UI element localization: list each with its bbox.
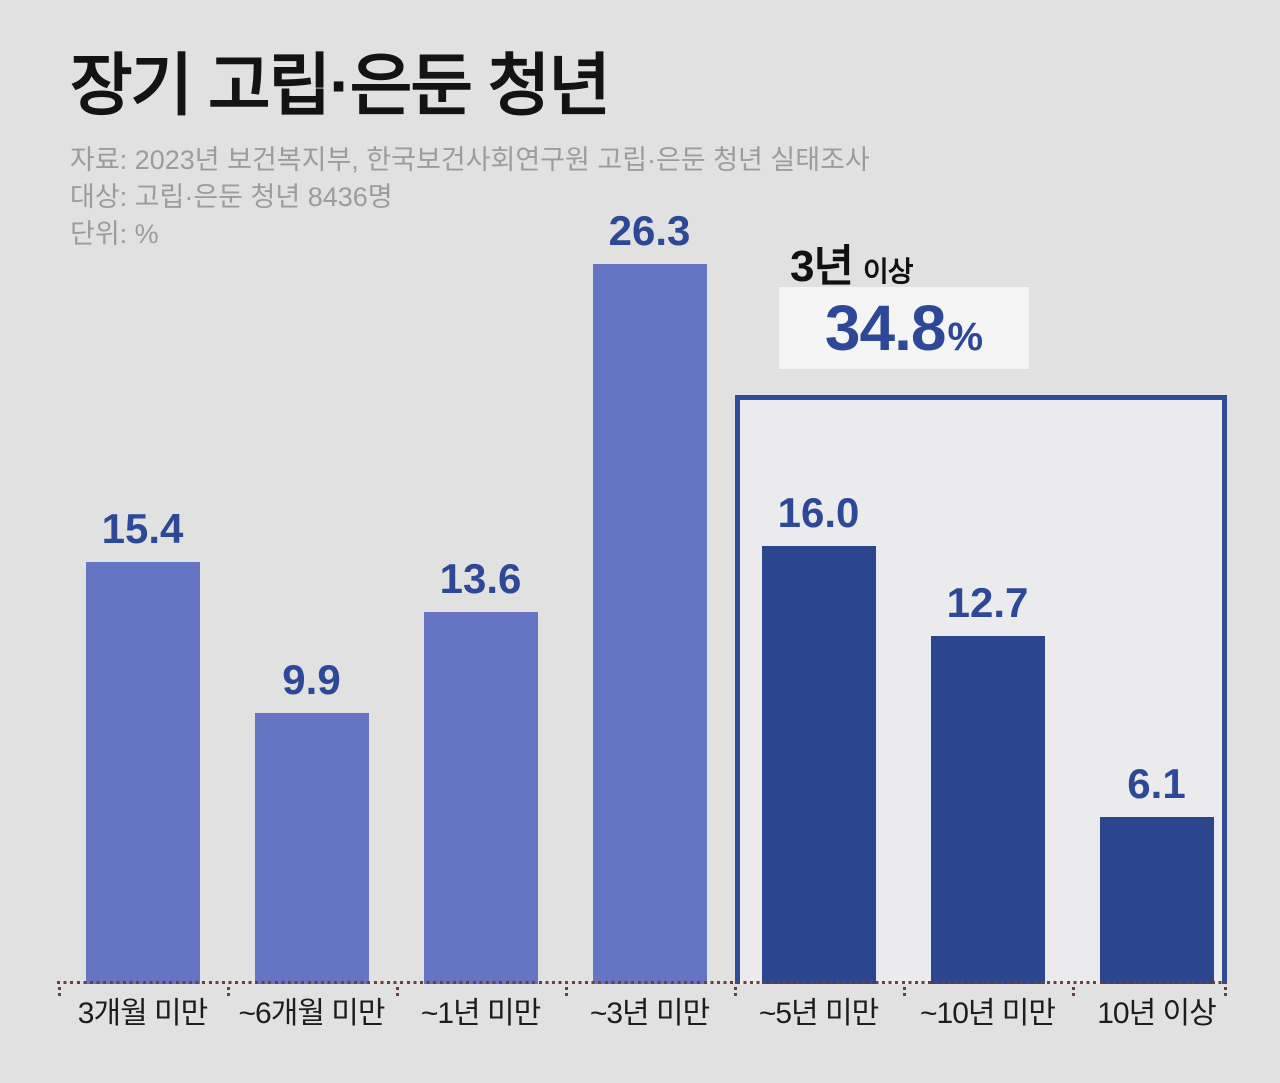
x-axis-label-6: ~10년 미만 bbox=[919, 997, 1056, 1030]
bar-value-label-3: 13.6 bbox=[439, 555, 522, 602]
bar-7 bbox=[1099, 817, 1214, 984]
bar-value-label-6: 12.7 bbox=[946, 579, 1029, 626]
bar-value-label-4: 26.3 bbox=[608, 207, 691, 254]
x-axis-tick-5 bbox=[734, 987, 737, 996]
page-title: 장기 고립·은둔 청년 bbox=[70, 48, 611, 124]
chart-notes: 자료: 2023년 보건복지부, 한국보건사회연구원 고립·은둔 청년 실태조사… bbox=[70, 142, 870, 253]
bar-value-label-2: 9.9 bbox=[282, 656, 341, 703]
callout-label-sub: 이상 bbox=[862, 256, 914, 287]
percent-sign: % bbox=[947, 315, 984, 359]
bar-3 bbox=[423, 612, 538, 984]
bar-value-label-5: 16.0 bbox=[777, 489, 860, 536]
source-note: 자료: 2023년 보건복지부, 한국보건사회연구원 고립·은둔 청년 실태조사 bbox=[70, 145, 870, 175]
target-note: 대상: 고립·은둔 청년 8436명 bbox=[70, 182, 393, 212]
x-axis-tick-3 bbox=[396, 987, 399, 996]
x-axis-tick-8 bbox=[1224, 987, 1227, 996]
bar-4 bbox=[592, 264, 707, 984]
x-axis-label-2: ~6개월 미만 bbox=[238, 997, 386, 1030]
x-axis-tick-6 bbox=[903, 987, 906, 996]
bar-2 bbox=[254, 713, 369, 984]
bar-5 bbox=[761, 546, 876, 984]
unit-note: 단위: % bbox=[70, 219, 159, 249]
x-axis-tick-4 bbox=[565, 987, 568, 996]
bar-value-label-1: 15.4 bbox=[101, 505, 184, 552]
bar-value-label-7: 6.1 bbox=[1127, 760, 1186, 807]
x-axis-tick-1 bbox=[58, 987, 61, 996]
highlight-callout-title: 3년 이상 bbox=[790, 230, 914, 294]
x-axis-label-3: ~1년 미만 bbox=[420, 997, 541, 1030]
x-axis-label-7: 10년 이상 bbox=[1097, 997, 1217, 1030]
x-axis-label-1: 3개월 미만 bbox=[77, 997, 208, 1030]
x-axis-tick-2 bbox=[227, 987, 230, 996]
x-axis-baseline bbox=[57, 981, 1227, 984]
callout-label-main: 3년 bbox=[790, 242, 854, 291]
callout-value-box: 34.8% bbox=[779, 287, 1029, 369]
callout-value: 34.8% bbox=[825, 296, 983, 360]
x-axis-label-5: ~5년 미만 bbox=[758, 997, 879, 1030]
callout-value-number: 34.8 bbox=[824, 292, 947, 364]
x-axis-tick-7 bbox=[1072, 987, 1075, 996]
bar-6 bbox=[930, 636, 1045, 984]
bar-1 bbox=[85, 562, 200, 984]
x-axis-label-4: ~3년 미만 bbox=[589, 997, 710, 1030]
